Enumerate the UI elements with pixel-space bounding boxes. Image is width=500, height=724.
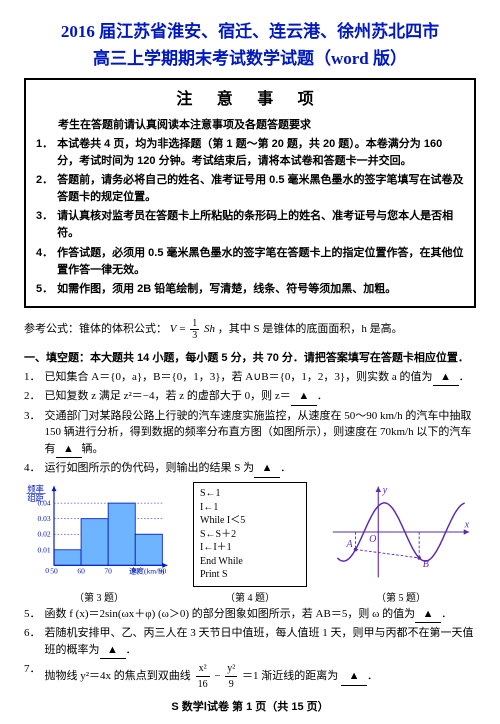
question-1: 1． 已知集合 A＝{0，a}，B＝{0，1，3}，若 A∪B＝{0，1，2，3… xyxy=(24,369,476,387)
notice-item-5: 5． 如需作图，须用 2B 铅笔绘制，写清楚，线条、符号等须加黑、加粗。 xyxy=(36,281,464,298)
svg-text:60: 60 xyxy=(77,566,85,575)
svg-text:A: A xyxy=(345,538,353,549)
sine-svg: A B Ox y xyxy=(326,482,476,582)
question-6: 6． 若随机安排甲、乙、丙三人在 3 天节日中值班，每人值班 1 天，则甲与丙都… xyxy=(24,625,476,659)
blank-2: ▲ xyxy=(291,388,317,406)
caption-4: （第 4 题） xyxy=(193,589,307,604)
svg-text:频率: 频率 xyxy=(27,484,44,494)
exam-page: 2016 届江苏省淮安、宿迁、连云港、徐州苏北四市 高三上学期期末考试数学试题（… xyxy=(0,0,500,724)
formula-line: 参考公式：锥体的体积公式： V = 1 3 Sh ，其中 S 是锥体的底面面积，… xyxy=(24,318,476,341)
figure-row: 0.010.020.030.045060708090频率组距速度(km/h)0 … xyxy=(24,482,476,604)
svg-text:0: 0 xyxy=(45,565,49,574)
question-3: 3． 交通部门对某路段公路上行驶的汽车速度实施监控，从速度在 50～90 km/… xyxy=(24,408,476,459)
fraction-one-third: 1 3 xyxy=(190,318,199,341)
question-5: 5． 函数 f (x)＝2sin(ωx＋φ) (ω＞0) 的部分图象如图所示，若… xyxy=(24,606,476,624)
blank-6: ▲ xyxy=(100,642,126,660)
svg-text:y: y xyxy=(382,485,388,496)
sine-figure: A B Ox y （第 5 题） xyxy=(326,482,476,604)
svg-text:速度(km/h): 速度(km/h) xyxy=(129,565,165,575)
caption-3: （第 3 题） xyxy=(24,589,174,604)
caption-5: （第 5 题） xyxy=(326,589,476,604)
notice-item-1: 1． 本试卷共 4 页，均为非选择题（第 1 题～第 20 题，共 20 题）。… xyxy=(36,136,464,170)
pseudocode-box: S←1I←1While I＜5 S←S＋2 I←I＋1End WhilePrin… xyxy=(193,482,307,587)
blank-3: ▲ xyxy=(56,441,82,459)
blank-5: ▲ xyxy=(415,606,441,624)
title-line-1: 2016 届江苏省淮安、宿迁、连云港、徐州苏北四市 xyxy=(24,18,476,45)
svg-text:0.02: 0.02 xyxy=(38,529,51,538)
blank-1: ▲ xyxy=(433,369,459,387)
histogram-figure: 0.010.020.030.045060708090频率组距速度(km/h)0 … xyxy=(24,482,174,604)
notice-heading: 注 意 事 项 xyxy=(36,88,464,113)
question-2: 2． 已知复数 z 满足 z²＝−4，若 z 的虚部大于 0，则 z＝▲． xyxy=(24,388,476,406)
svg-text:0.03: 0.03 xyxy=(38,514,51,523)
question-7: 7． 抛物线 y²＝4x 的焦点到双曲线 x²16 − y²9 ＝1 渐近线的距… xyxy=(24,661,476,692)
blank-4: ▲ xyxy=(254,460,280,478)
svg-text:0.01: 0.01 xyxy=(38,545,51,554)
notice-box: 注 意 事 项 考生在答题前请认真阅读本注意事项及各题答题要求 1． 本试卷共 … xyxy=(24,78,476,307)
section-1-head: 一、填空题：本大题共 14 小题，每小题 5 分，共 70 分．请把答案填写在答… xyxy=(24,349,476,365)
svg-text:组距: 组距 xyxy=(27,493,44,503)
svg-text:70: 70 xyxy=(104,566,112,575)
svg-text:O: O xyxy=(369,534,376,545)
notice-item-4: 4． 作答试题，必须用 0.5 毫米黑色墨水的签字笔在答题卡上的指定位置作答，在… xyxy=(36,245,464,279)
title-line-2: 高三上学期期末考试数学试题（word 版） xyxy=(24,45,476,72)
question-4: 4． 运行如图所示的伪代码，则输出的结果 S 为▲． xyxy=(24,460,476,478)
notice-subheading: 考生在答题前请认真阅读本注意事项及各题答题要求 xyxy=(36,117,464,134)
blank-7: ▲ xyxy=(341,668,367,686)
svg-text:B: B xyxy=(423,559,429,570)
pseudocode-figure: S←1I←1While I＜5 S←S＋2 I←I＋1End WhilePrin… xyxy=(193,482,307,604)
svg-text:x: x xyxy=(464,519,470,530)
svg-text:50: 50 xyxy=(50,566,58,575)
page-footer: S 数学Ⅰ试卷 第 1 页（共 15 页） xyxy=(24,698,476,714)
page-title: 2016 届江苏省淮安、宿迁、连云港、徐州苏北四市 高三上学期期末考试数学试题（… xyxy=(24,18,476,72)
notice-item-3: 3． 请认真核对监考员在答题卡上所粘贴的条形码上的姓名、准考证号与您本人是否相符… xyxy=(36,208,464,242)
histogram-svg: 0.010.020.030.045060708090频率组距速度(km/h)0 xyxy=(24,482,174,582)
notice-item-2: 2． 答题前，请务必将自己的姓名、准考证号用 0.5 毫米黑色墨水的签字笔填写在… xyxy=(36,172,464,206)
